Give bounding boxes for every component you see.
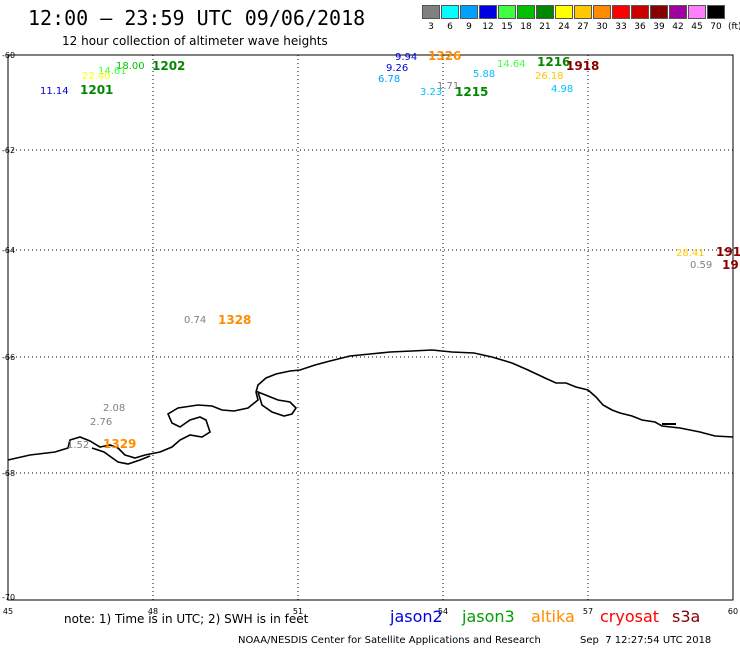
longitude-tick-label: 45 [3,607,13,616]
legend-label: 24 [558,22,570,32]
latitude-tick-label: -68 [2,469,15,478]
wave-height-label: 9.94 [395,52,417,63]
legend-label: 27 [577,22,589,32]
map-title: 12:00 – 23:59 UTC 09/06/2018 [28,6,366,30]
graticule [8,55,733,600]
pass-time-label: 1215 [455,85,488,99]
latitude-tick-label: -64 [2,246,15,255]
wave-height-label: 3.23 [420,87,442,98]
wave-height-label: 2.76 [90,417,112,428]
legend-swatch [669,5,687,19]
satellite-jason3: jason3 [462,607,515,626]
wave-height-label: 6.78 [378,74,400,85]
satellite-s3a: s3a [672,607,701,626]
pass-time-label: 1329 [103,437,136,451]
axis-ticks: 45 48 51 54 57 60 -60 -62 -64 -66 -68 -70 [2,51,738,616]
legend-label: 45 [691,22,703,32]
wave-height-label: 26.18 [535,71,564,82]
legend-label: 15 [501,22,513,32]
legend-swatch [536,5,554,19]
pass-time-label: 1202 [152,59,185,73]
latitude-tick-label: -66 [2,353,15,362]
legend-swatch [441,5,459,19]
wave-height-label: 1.71 [437,81,459,92]
longitude-tick-label: 48 [148,607,158,616]
timestamp-text: Sep 7 12:27:54 UTC 2018 [580,635,712,646]
legend-swatch [593,5,611,19]
latitude-tick-label: -62 [2,146,15,155]
wave-height-label: 14.61 [98,66,127,77]
pass-time-label: 19 [722,258,739,272]
wave-height-label: 14.64 [497,59,526,70]
wave-height-label: 2.08 [103,403,125,414]
pass-time-label: 1201 [80,83,113,97]
legend-label: 39 [653,22,665,32]
satellite-jason2: jason2 [390,607,443,626]
satellite-cryosat: cryosat [600,607,660,626]
map-frame [7,54,734,601]
legend-swatch [498,5,516,19]
wave-height-label: 5.88 [473,69,495,80]
latitude-tick-label: -70 [2,593,15,602]
legend-swatch [688,5,706,19]
legend-label: 70 [710,22,722,32]
legend-label: 30 [596,22,608,32]
satellite-altika: altika [531,607,575,626]
legend-swatch [574,5,592,19]
wave-height-label: 11.14 [40,86,69,97]
footer-note: note: 1) Time is in UTC; 2) SWH is in fe… [64,612,309,626]
legend-swatch [517,5,535,19]
legend-swatch [555,5,573,19]
wave-height-label: 1.52 [67,440,89,451]
legend-swatch [422,5,440,19]
legend-label: 21 [539,22,551,32]
legend-swatch [460,5,478,19]
coastline-inlet [91,447,151,465]
wave-height-label: 18.00 [116,61,145,72]
coastline [7,349,734,461]
wave-height-label: 0.59 [690,260,712,271]
legend-label: 12 [482,22,494,32]
wave-height-label: 28.41 [676,248,705,259]
credit-text: NOAA/NESDIS Center for Satellite Applica… [238,635,541,646]
wave-height-label: 4.98 [551,84,573,95]
wave-height-label: 22.40 [82,71,111,82]
legend-label: 9 [466,22,472,32]
wave-height-label: 9.26 [386,63,408,74]
legend-swatch [612,5,630,19]
longitude-tick-label: 51 [293,607,303,616]
legend-label: 3 [428,22,434,32]
legend-label: 42 [672,22,684,32]
pass-time-label: 191 [716,245,740,259]
pass-time-label: 1216 [537,55,570,69]
legend-swatch [650,5,668,19]
legend-label: 6 [447,22,453,32]
longitude-tick-label: 60 [728,607,738,616]
wave-height-label: 0.74 [184,315,206,326]
latitude-tick-label: -60 [2,51,15,60]
pass-time-label: 1326 [428,49,461,63]
legend-label: 18 [520,22,532,32]
legend-label: 36 [634,22,646,32]
pass-time-label: 1328 [218,313,251,327]
legend-swatch [707,5,725,19]
map-subtitle: 12 hour collection of altimeter wave hei… [62,34,328,48]
coastline-bay [256,390,298,417]
longitude-tick-label: 54 [438,607,448,616]
legend-label: 33 [615,22,627,32]
longitude-tick-label: 57 [583,607,593,616]
legend-swatch [479,5,497,19]
legend-swatch [631,5,649,19]
pass-time-label: 1918 [566,59,599,73]
legend-unit: (ft) [728,22,740,32]
